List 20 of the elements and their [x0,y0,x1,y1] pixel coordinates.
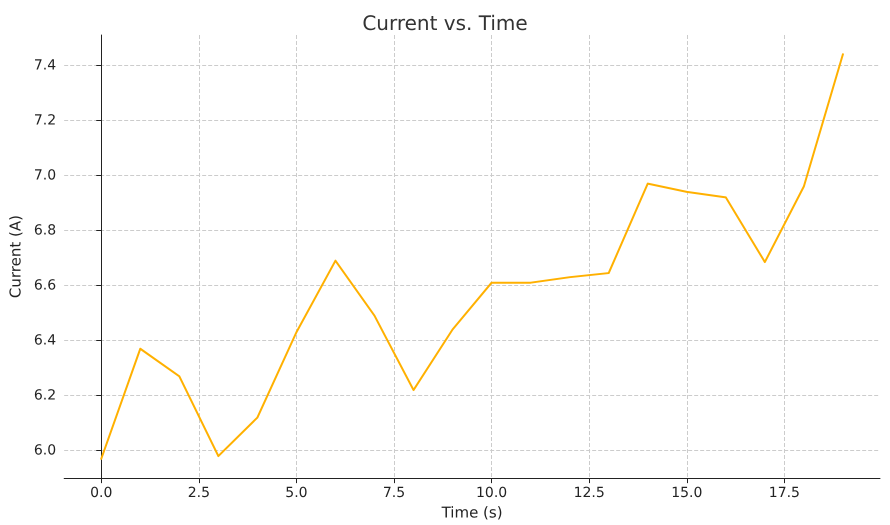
x-tick-label: 10.0 [476,485,508,502]
x-tick-label: 5.0 [285,485,308,502]
y-tick-label: 7.0 [34,167,56,184]
y-tick-label: 6.8 [34,222,56,238]
x-tick-label: 17.5 [768,485,800,502]
x-tick-label: 7.5 [382,485,406,502]
y-tick-label: 6.6 [34,277,56,294]
x-tick-label: 12.5 [574,485,605,502]
y-tick-label: 6.0 [34,442,56,459]
y-tick-label: 6.4 [34,332,56,348]
x-axis-title: Time (s) [440,504,503,522]
y-tick-label: 6.2 [34,388,56,404]
chart-title: Current vs. Time [362,11,528,35]
x-tick-label: 15.0 [671,485,702,502]
x-tick-label: 0.0 [90,485,112,502]
y-axis-title: Current (A) [6,215,24,298]
y-tick-label: 7.4 [34,57,56,74]
x-tick-label: 2.5 [188,485,210,502]
y-tick-label: 7.2 [34,112,56,128]
line-series [100,53,844,460]
